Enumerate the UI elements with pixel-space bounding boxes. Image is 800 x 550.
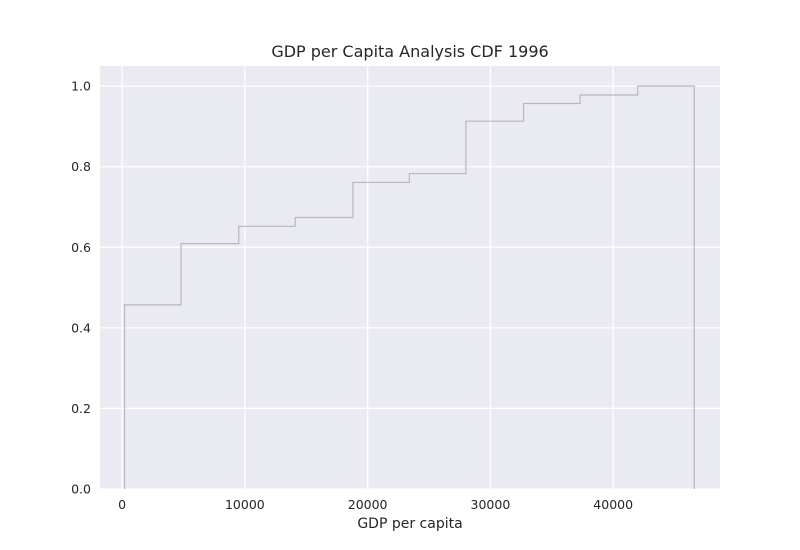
y-tick-labels: 0.0 0.2 0.4 0.6 0.8 1.0 [71, 79, 91, 497]
y-tick-label: 0.8 [71, 159, 91, 174]
y-tick-label: 0.2 [71, 401, 91, 416]
x-axis-label: GDP per capita [357, 516, 462, 532]
x-tick-label: 20000 [348, 497, 388, 512]
cdf-series-line [123, 85, 695, 489]
y-tick-label: 0.6 [71, 240, 91, 255]
chart-title: GDP per Capita Analysis CDF 1996 [271, 42, 548, 61]
y-tick-label: 0.0 [71, 482, 91, 497]
x-tick-labels: 0 10000 20000 30000 40000 [118, 497, 633, 512]
y-tick-label: 0.4 [71, 320, 91, 335]
x-tick-label: 40000 [593, 497, 633, 512]
plot-background [100, 66, 720, 489]
x-tick-label: 10000 [225, 497, 265, 512]
cdf-step-line [123, 85, 695, 489]
x-tick-label: 0 [118, 497, 126, 512]
grid-lines [100, 66, 720, 490]
y-tick-label: 1.0 [71, 79, 91, 94]
x-tick-label: 30000 [471, 497, 511, 512]
